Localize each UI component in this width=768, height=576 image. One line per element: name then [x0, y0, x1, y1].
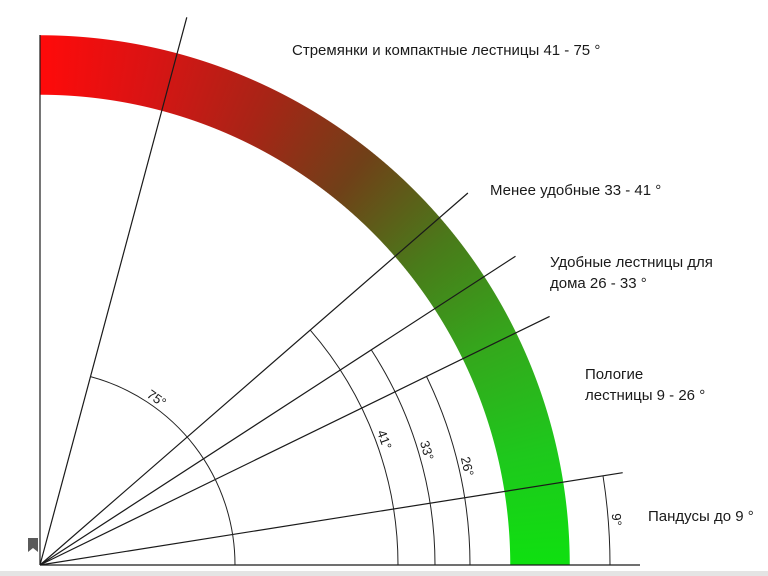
angle-arc-33 [370, 349, 436, 566]
angle-line-9 [39, 472, 623, 566]
label-less-comfortable: Менее удобные 33 - 41 ° [490, 182, 661, 199]
angle-line-41 [39, 192, 469, 566]
angle-arc-9 [602, 475, 611, 566]
angle-label-41: 41° [374, 428, 395, 452]
angle-lines [39, 17, 623, 566]
angle-label-75: 75° [144, 387, 169, 411]
angle-arc-41 [309, 329, 399, 566]
label-ramps: Пандусы до 9 ° [648, 508, 754, 525]
bookmark-icon[interactable] [26, 537, 40, 553]
label-comfortable-line1: Удобные лестницы для [550, 254, 713, 271]
angle-labels: 75° 41° 33° 26° 9° [144, 387, 624, 527]
label-comfortable-line2: дома 26 - 33 ° [550, 275, 647, 292]
angle-arc-75 [90, 376, 236, 566]
angle-label-26: 26° [458, 455, 477, 478]
label-gentle-line1: Пологие [585, 366, 643, 383]
label-gentle-line2: лестницы 9 - 26 ° [585, 387, 705, 404]
angle-arcs [90, 329, 611, 566]
label-ladders: Стремянки и компактные лестницы 41 - 75 … [292, 42, 600, 59]
angle-arc-26 [426, 376, 471, 566]
angle-label-9: 9° [609, 513, 625, 527]
angle-color-band [40, 35, 570, 565]
bookmark-icon-shape [28, 538, 38, 552]
angle-label-33: 33° [417, 439, 437, 462]
angle-line-33 [39, 255, 516, 566]
angle-line-26 [39, 315, 550, 566]
bottom-bar [0, 571, 768, 576]
angle-line-75 [39, 17, 188, 566]
